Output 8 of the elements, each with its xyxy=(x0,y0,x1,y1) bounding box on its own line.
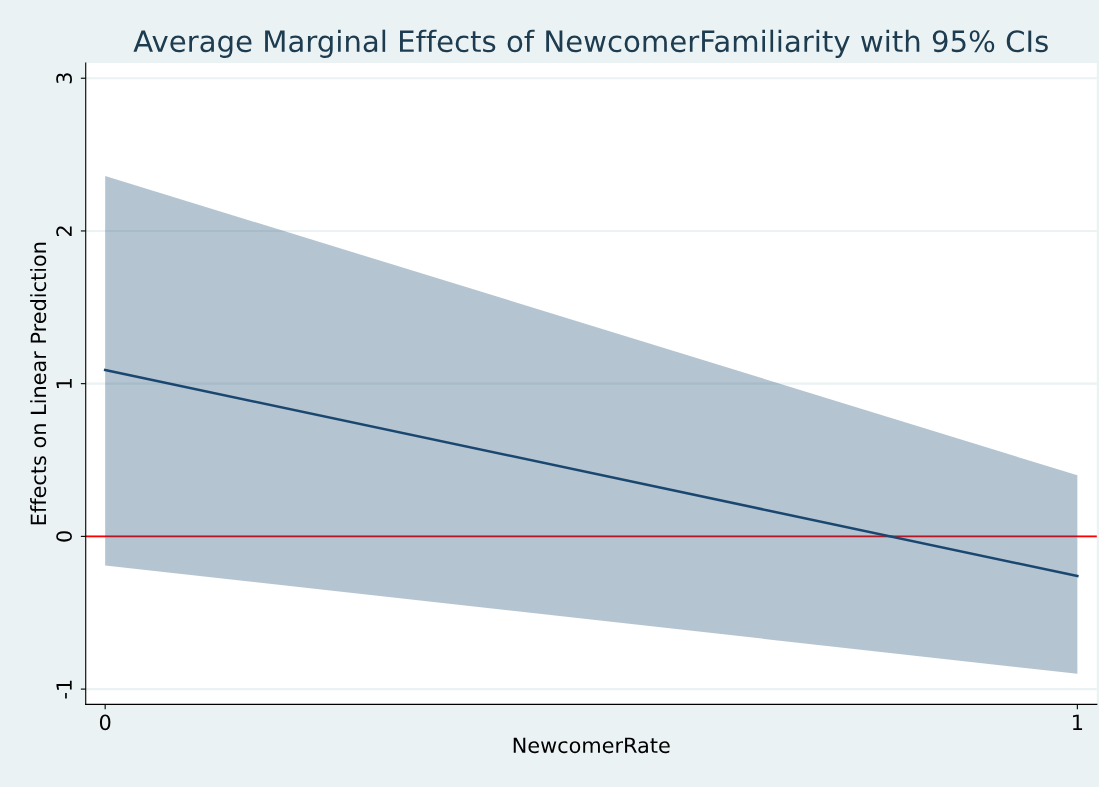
y-tick-label: 1 xyxy=(56,378,72,388)
chart-title: Average Marginal Effects of NewcomerFamiliarity with 95% CIs xyxy=(133,29,1048,58)
y-tick-label: 3 xyxy=(56,73,72,84)
y-tick-label: -1 xyxy=(56,680,72,699)
y-tick-label: 0 xyxy=(56,531,72,542)
y-tick-label: 2 xyxy=(56,226,72,237)
x-axis-title: NewcomerRate xyxy=(513,737,670,754)
y-axis-title: Effects on Linear Prediction xyxy=(30,242,47,525)
